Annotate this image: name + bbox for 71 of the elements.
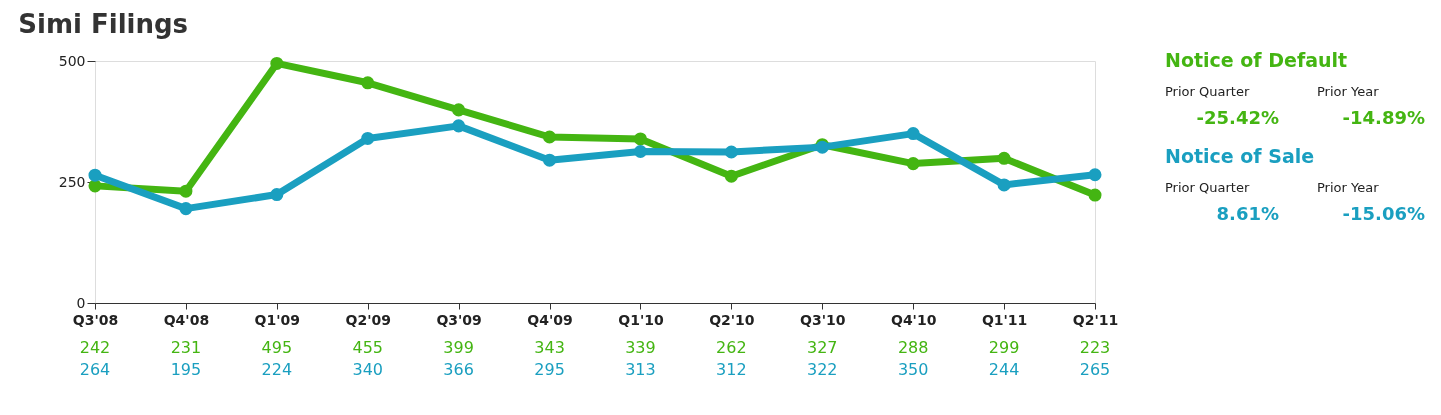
text: Prior Year xyxy=(1317,84,1380,99)
data-label: 327 xyxy=(807,338,838,357)
x-tick-label: Q1'10 xyxy=(618,311,664,328)
text: Prior Quarter xyxy=(1165,84,1250,99)
data-label: 495 xyxy=(261,338,293,357)
data-label: 322 xyxy=(807,360,838,379)
point xyxy=(452,119,466,133)
data-label: 312 xyxy=(716,360,747,379)
text: Prior Quarter xyxy=(1165,180,1250,195)
data-label: 295 xyxy=(534,360,565,379)
x-tick-label: Q3'10 xyxy=(800,311,846,328)
data-label: 340 xyxy=(352,360,383,379)
x-tick-label: Q2'09 xyxy=(345,311,391,328)
point xyxy=(88,168,102,182)
text: -14.89% xyxy=(1342,107,1425,128)
text: Prior Year xyxy=(1317,180,1380,195)
point xyxy=(543,130,557,144)
data-label: 264 xyxy=(79,360,111,379)
x-tick-label: Q2'11 xyxy=(1072,311,1119,328)
x-tick-label: Q3'09 xyxy=(436,311,482,328)
point xyxy=(906,157,920,171)
y-tick-label: 500 xyxy=(58,52,86,69)
point xyxy=(361,76,375,90)
x-tick-label: Q1'11 xyxy=(981,311,1028,328)
point xyxy=(270,188,284,202)
point xyxy=(906,127,920,141)
x-tick-label: Q4'08 xyxy=(163,311,210,328)
data-label: 265 xyxy=(1079,360,1111,379)
point xyxy=(997,151,1011,165)
point xyxy=(633,132,647,146)
point xyxy=(633,145,647,159)
data-label: 339 xyxy=(625,338,656,357)
data-label: 350 xyxy=(897,360,929,379)
y-tick-label: 250 xyxy=(58,173,86,190)
text: -25.42% xyxy=(1196,107,1279,128)
x-tick-label: Q4'09 xyxy=(527,311,573,328)
data-label: 399 xyxy=(443,338,474,357)
text: 8.61% xyxy=(1216,203,1279,224)
chart-title: Simi Filings xyxy=(18,9,189,39)
point xyxy=(1088,168,1102,182)
point xyxy=(179,202,193,216)
point xyxy=(361,131,375,145)
data-label: 242 xyxy=(79,338,111,357)
point xyxy=(1088,188,1102,202)
text: -15.06% xyxy=(1342,203,1425,224)
y-tick-label: 0 xyxy=(76,294,86,311)
data-label: 299 xyxy=(988,338,1020,357)
point xyxy=(270,56,284,70)
point xyxy=(724,145,738,159)
text: Notice of Sale xyxy=(1165,145,1315,167)
point xyxy=(724,169,738,183)
data-label: 343 xyxy=(534,338,565,357)
data-label: 366 xyxy=(443,360,474,379)
data-label: 244 xyxy=(988,360,1020,379)
data-label: 288 xyxy=(897,338,929,357)
point xyxy=(452,103,466,117)
point xyxy=(543,153,557,167)
data-label: 231 xyxy=(170,338,202,357)
data-label: 224 xyxy=(261,360,293,379)
x-tick-label: Q1'09 xyxy=(254,311,301,328)
text: Notice of Default xyxy=(1165,49,1348,71)
x-tick-label: Q2'10 xyxy=(709,311,755,328)
point xyxy=(997,178,1011,192)
point xyxy=(179,184,193,198)
data-label: 223 xyxy=(1079,338,1111,357)
data-label: 455 xyxy=(352,338,383,357)
x-tick-label: Q4'10 xyxy=(890,311,937,328)
x-tick-label: Q3'08 xyxy=(72,311,119,328)
data-label: 195 xyxy=(170,360,202,379)
data-label: 313 xyxy=(625,360,656,379)
data-label: 262 xyxy=(716,338,747,357)
